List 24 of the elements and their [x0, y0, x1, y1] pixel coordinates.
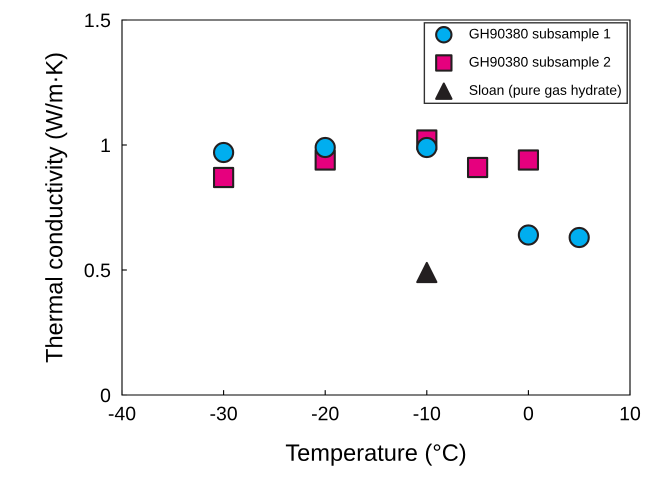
y-tick-label: 0.5	[84, 263, 110, 278]
point	[518, 149, 540, 171]
x-tick-label: -40	[108, 406, 136, 420]
point	[416, 136, 438, 158]
legend-label: Sloan (pure gas hydrate)	[469, 84, 621, 98]
point	[212, 142, 234, 164]
legend-label: GH90380 subsample 1	[470, 28, 610, 42]
point	[416, 262, 438, 284]
x-tick-label: -20	[312, 406, 338, 420]
y-tick-label: 0	[100, 388, 110, 402]
point	[314, 136, 336, 158]
point	[466, 156, 488, 178]
point	[568, 226, 590, 248]
x-axis-title: Temperature (°C)	[286, 444, 466, 466]
y-axis-title: Thermal conductivity (W/m·K)	[45, 53, 68, 362]
legend-label: GH90380 subsample 2	[470, 56, 610, 70]
x-tick-label: 10	[620, 406, 640, 420]
point	[212, 166, 234, 188]
x-tick-label: 0	[524, 406, 534, 420]
y-tick-label: 1	[102, 138, 110, 152]
point	[518, 224, 540, 246]
x-tick-label: -10	[414, 406, 440, 420]
y-tick-label: 1.5	[85, 14, 110, 28]
x-tick-label: -30	[210, 406, 237, 420]
